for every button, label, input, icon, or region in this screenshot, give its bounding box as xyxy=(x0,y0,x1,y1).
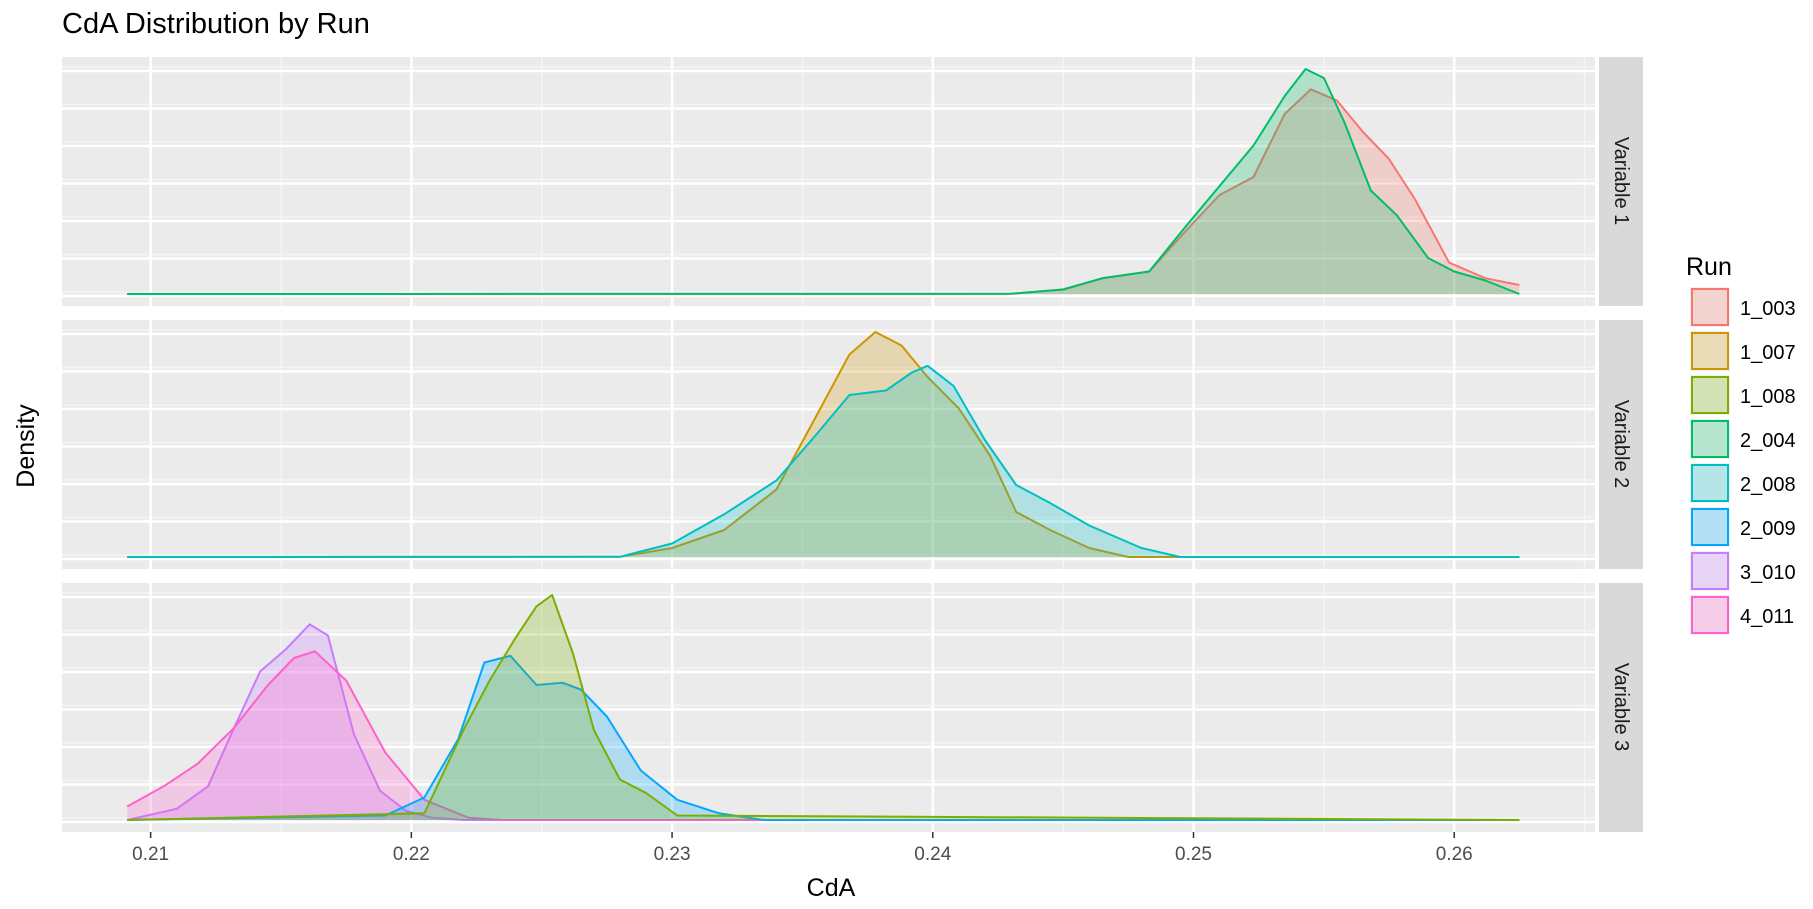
legend-key-background xyxy=(1690,331,1730,371)
density-line-1_008 xyxy=(127,594,1520,821)
legend-swatch-2_008 xyxy=(1691,464,1729,502)
legend-key-background xyxy=(1690,287,1730,327)
density-area-1_008 xyxy=(127,595,1520,820)
x-axis-label: CdA xyxy=(807,874,856,902)
density-series-group xyxy=(127,68,1520,295)
density-line-3_010 xyxy=(126,623,1520,821)
legend-swatch-2_009 xyxy=(1691,508,1729,546)
panel-background xyxy=(62,57,1595,306)
legend-swatch-1_007 xyxy=(1691,332,1729,370)
density-area-2_008 xyxy=(127,365,1520,557)
legend-items: 1_003 1_007 1_008 2_004 2_008 2_009 3_010 4_011 xyxy=(1690,287,1796,635)
x-tick-label: 0.21 xyxy=(132,844,169,865)
legend-key-background xyxy=(1690,419,1730,459)
x-axis: 0.21 0.22 0.23 0.24 0.25 0.26 xyxy=(132,832,1473,865)
panel-background xyxy=(62,583,1595,832)
legend-swatch-4_011 xyxy=(1691,596,1729,634)
legend-label-4_011: 4_011 xyxy=(1740,606,1794,628)
legend-title: Run xyxy=(1686,253,1732,281)
chart-title: CdA Distribution by Run xyxy=(62,8,370,40)
facet-strip xyxy=(1599,583,1643,832)
legend-key-background xyxy=(1690,375,1730,415)
facet-strip xyxy=(1599,320,1643,569)
legend: Run 1_003 1_007 1_008 2_004 2_008 2_009 3_010 4… xyxy=(1686,253,1796,635)
legend-label-2_009: 2_009 xyxy=(1740,518,1796,540)
legend-swatch-1_008 xyxy=(1691,376,1729,414)
density-line-2_004 xyxy=(127,68,1520,295)
grid-lines xyxy=(62,320,1595,569)
density-area-3_010 xyxy=(127,624,1520,820)
density-area-1_003 xyxy=(127,89,1520,294)
grid-lines xyxy=(62,583,1595,832)
legend-swatch-3_010 xyxy=(1691,552,1729,590)
legend-label-1_008: 1_008 xyxy=(1740,386,1796,408)
legend-label-2_008: 2_008 xyxy=(1740,474,1796,496)
legend-label-1_007: 1_007 xyxy=(1740,342,1796,364)
x-tick-label: 0.26 xyxy=(1436,844,1473,865)
density-series-group xyxy=(126,594,1520,821)
legend-swatch-1_003 xyxy=(1691,288,1729,326)
density-line-4_011 xyxy=(126,650,1520,821)
facet-label: Variable 3 xyxy=(1610,663,1632,752)
legend-key-background xyxy=(1690,551,1730,591)
x-tick-label: 0.24 xyxy=(914,844,951,865)
y-axis-label: Density xyxy=(12,404,40,488)
density-series-group xyxy=(127,331,1520,558)
panel-background xyxy=(62,320,1595,569)
density-area-2_009 xyxy=(127,655,1520,820)
density-line-1_007 xyxy=(127,331,1520,558)
facet-strip xyxy=(1599,57,1643,306)
density-area-1_007 xyxy=(127,332,1520,557)
legend-label-1_003: 1_003 xyxy=(1740,298,1796,320)
legend-key-background xyxy=(1690,507,1730,547)
legend-label-3_010: 3_010 xyxy=(1740,562,1796,584)
facet-label: Variable 1 xyxy=(1610,137,1632,226)
grid-lines xyxy=(62,57,1595,306)
panel-variable-2: Variable 2 xyxy=(62,320,1643,569)
panel-variable-1: Variable 1 xyxy=(62,57,1643,306)
legend-swatch-2_004 xyxy=(1691,420,1729,458)
density-line-2_009 xyxy=(127,654,1520,821)
x-tick-label: 0.22 xyxy=(393,844,430,865)
facet-label: Variable 2 xyxy=(1610,400,1632,489)
density-area-2_004 xyxy=(127,69,1520,294)
legend-key-background xyxy=(1690,463,1730,503)
density-line-2_008 xyxy=(127,364,1520,558)
panel-variable-3: Variable 3 xyxy=(62,583,1643,832)
legend-key-background xyxy=(1690,595,1730,635)
density-area-4_011 xyxy=(127,651,1520,820)
x-tick-label: 0.25 xyxy=(1175,844,1212,865)
legend-label-2_004: 2_004 xyxy=(1740,430,1796,452)
x-tick-label: 0.23 xyxy=(654,844,691,865)
